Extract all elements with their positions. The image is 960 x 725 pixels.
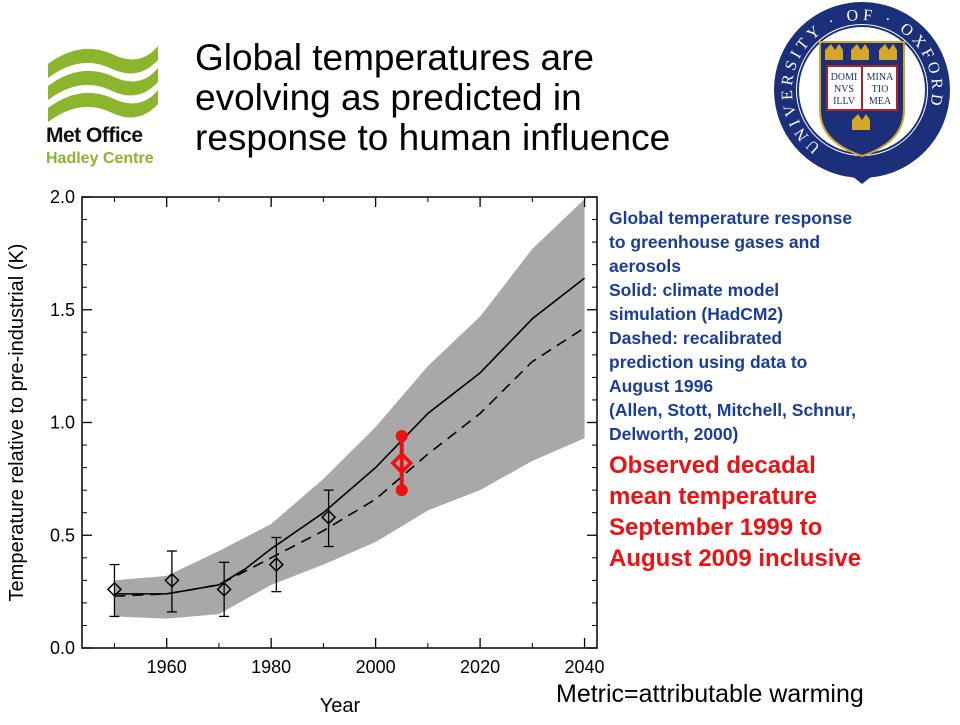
highlight-error-cap bbox=[395, 484, 408, 497]
description-line: Global temperature response bbox=[609, 208, 853, 228]
svg-text:ILLV: ILLV bbox=[833, 96, 856, 107]
diamond-marker bbox=[106, 581, 123, 597]
description-line: Delworth, 2000) bbox=[609, 424, 739, 444]
solid-model-line bbox=[114, 277, 586, 595]
y-tick-label: 2.0 bbox=[50, 187, 75, 207]
crest-tassel bbox=[847, 170, 877, 184]
observation-caption-line: August 2009 inclusive bbox=[609, 545, 862, 572]
description-line: (Allen, Stott, Mitchell, Schnur, bbox=[609, 400, 856, 420]
title-line: response to human influence bbox=[195, 117, 671, 158]
x-tick-label: 1960 bbox=[147, 657, 187, 677]
y-tick-label: 0.5 bbox=[50, 525, 75, 545]
uncertainty-band bbox=[114, 199, 585, 619]
crown-icon bbox=[825, 44, 897, 130]
university-of-oxford-crest: UNIVERSITY · OF · OXFORD DOMI NVS ILLV M… bbox=[765, 0, 960, 195]
svg-text:NVS: NVS bbox=[834, 84, 854, 95]
logo-text-hadley-centre: Hadley Centre bbox=[46, 150, 154, 167]
chart-svg: 0.0 0.5 1.0 1.5 2.0 1960 1980 2000 2020 2040 Year… bbox=[6, 187, 605, 717]
description-line: aerosols bbox=[609, 256, 681, 276]
crest-book-icon: DOMI NVS ILLV MINA TIO MEA bbox=[826, 65, 898, 111]
metric-caption: Metric=attributable warming bbox=[556, 680, 864, 708]
temperature-chart: 0.0 0.5 1.0 1.5 2.0 1960 1980 2000 2020 2040 Year… bbox=[0, 180, 605, 720]
x-tick-label: 2020 bbox=[460, 657, 500, 677]
highlight-error-cap bbox=[395, 430, 408, 443]
observation-point bbox=[216, 561, 232, 618]
highlight-observation bbox=[390, 430, 414, 497]
observation-point bbox=[164, 550, 180, 613]
diamond-marker bbox=[268, 557, 284, 573]
description-red: Observed decadal mean temperature Septembe… bbox=[609, 450, 959, 574]
description-blue: Global temperature response to greenhouse… bbox=[609, 206, 959, 446]
chart-description: Global temperature response to greenhouse… bbox=[609, 206, 959, 574]
description-line: to greenhouse gases and bbox=[609, 232, 821, 252]
svg-text:MINA: MINA bbox=[867, 72, 894, 83]
title-line: Global temperatures are bbox=[195, 37, 594, 78]
x-tick-label: 2000 bbox=[356, 657, 396, 677]
x-tick-label: 2040 bbox=[565, 657, 605, 677]
description-line: simulation (HadCM2) bbox=[609, 304, 784, 324]
y-tick-label: 1.5 bbox=[50, 300, 75, 320]
observation-caption-line: September 1999 to bbox=[609, 514, 823, 541]
x-axis-title: Year bbox=[320, 695, 361, 717]
highlight-diamond bbox=[390, 451, 414, 475]
svg-text:MEA: MEA bbox=[869, 96, 892, 107]
observation-caption-line: Observed decadal bbox=[609, 452, 816, 479]
description-line: Solid: climate model bbox=[609, 280, 780, 300]
description-line: August 1996 bbox=[609, 376, 714, 396]
observation-point bbox=[106, 563, 123, 618]
dashed-prediction-line bbox=[114, 327, 585, 597]
title-line: evolving as predicted in bbox=[195, 77, 582, 118]
y-tick-label: 0.0 bbox=[50, 638, 75, 658]
svg-text:TIO: TIO bbox=[872, 84, 889, 95]
description-line: prediction using data to bbox=[609, 352, 808, 372]
met-office-logo bbox=[40, 42, 165, 177]
y-tick-label: 1.0 bbox=[50, 413, 75, 433]
x-tick-label: 1980 bbox=[251, 657, 291, 677]
diamond-marker bbox=[216, 581, 232, 597]
description-line: Dashed: recalibrated bbox=[609, 328, 783, 348]
page-title: Global temperatures are evolving as pred… bbox=[195, 38, 770, 158]
observation-caption-line: mean temperature bbox=[609, 483, 818, 510]
observation-point bbox=[268, 536, 284, 593]
y-axis-title: Temperature relative to pre-industrial (… bbox=[6, 244, 28, 602]
svg-text:DOMI: DOMI bbox=[831, 72, 858, 83]
logo-text-met-office: Met Office bbox=[46, 124, 143, 147]
observation-point bbox=[321, 489, 337, 548]
diamond-marker bbox=[164, 572, 180, 588]
diamond-marker bbox=[321, 509, 337, 525]
met-office-wave-icon bbox=[48, 46, 158, 122]
